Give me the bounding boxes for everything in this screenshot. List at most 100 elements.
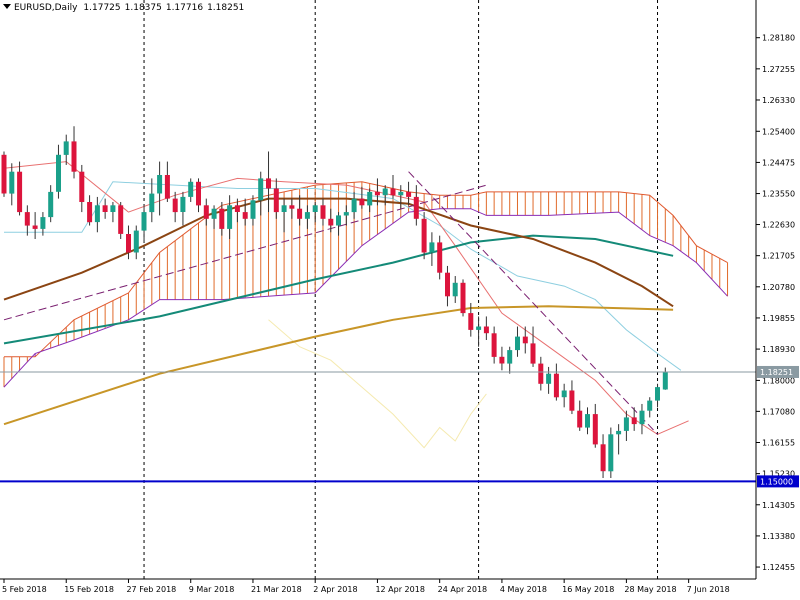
x-tick-label: 16 May 2018 bbox=[562, 585, 614, 594]
candle-body bbox=[336, 215, 341, 226]
candle-body bbox=[141, 212, 147, 231]
candle-body bbox=[180, 196, 186, 212]
candle-body bbox=[172, 198, 178, 213]
candle-body bbox=[499, 356, 505, 364]
chikou-line bbox=[268, 319, 487, 449]
kijun-line bbox=[4, 181, 682, 371]
candle-body bbox=[250, 200, 256, 219]
candle-body bbox=[328, 218, 334, 226]
candle-body bbox=[48, 191, 54, 218]
price-tags: 1.18251 1.15000 bbox=[757, 365, 799, 488]
candle-body bbox=[188, 181, 194, 197]
y-tick-label: 1.21705 bbox=[762, 252, 795, 261]
y-tick-label: 1.12455 bbox=[762, 563, 795, 572]
candle-body bbox=[374, 191, 380, 196]
candle-body bbox=[227, 205, 233, 229]
candles bbox=[1, 126, 668, 479]
current-price-tag-bg bbox=[757, 365, 799, 378]
candle-body bbox=[149, 193, 155, 213]
candle-body bbox=[429, 242, 435, 253]
grid-separators bbox=[143, 0, 659, 579]
candle-body bbox=[164, 175, 170, 199]
candle-body bbox=[203, 205, 209, 219]
open-value: 1.17725 bbox=[83, 3, 121, 13]
candle-body bbox=[312, 205, 318, 212]
y-tick-label: 1.15230 bbox=[762, 470, 795, 479]
horizontal-lines bbox=[0, 371, 756, 483]
candle-body bbox=[639, 410, 645, 425]
candle-body bbox=[382, 188, 388, 196]
level-price-tag-bg bbox=[757, 475, 799, 488]
candle-body bbox=[289, 205, 295, 209]
candle-body bbox=[87, 202, 93, 223]
high-value: 1.18375 bbox=[124, 3, 162, 13]
y-tick-label: 1.19855 bbox=[762, 314, 795, 323]
candle-body bbox=[631, 417, 637, 425]
candle-body bbox=[219, 208, 225, 229]
candle-body bbox=[281, 205, 287, 212]
candle-body bbox=[483, 326, 489, 334]
candle-body bbox=[242, 212, 248, 219]
candle-body bbox=[553, 373, 559, 398]
y-tick-label: 1.28180 bbox=[762, 34, 795, 43]
y-tick-label: 1.20780 bbox=[762, 283, 795, 292]
close-value: 1.18251 bbox=[207, 3, 245, 13]
candle-body bbox=[9, 171, 15, 194]
candle-body bbox=[445, 272, 450, 297]
candle-body bbox=[24, 212, 30, 226]
symbol-label: EURUSD,Daily bbox=[14, 3, 78, 13]
candle-body bbox=[234, 205, 240, 212]
y-tick-label: 1.18930 bbox=[762, 345, 795, 354]
candle-body bbox=[126, 234, 131, 253]
candle-body bbox=[71, 141, 77, 172]
cloud-span-a bbox=[4, 181, 728, 358]
candle-body bbox=[110, 205, 116, 212]
x-tick-label: 4 May 2018 bbox=[500, 585, 547, 594]
level-price-tag: 1.15000 bbox=[760, 477, 793, 486]
candle-body bbox=[437, 242, 443, 273]
candle-body bbox=[608, 434, 614, 472]
candle-body bbox=[17, 171, 23, 213]
candle-body bbox=[452, 282, 458, 297]
candle-body bbox=[538, 363, 544, 384]
candle-body bbox=[320, 205, 326, 219]
candle-body bbox=[561, 390, 567, 398]
candle-body bbox=[546, 373, 552, 384]
cloud-span-b bbox=[3, 208, 728, 388]
ma-long-line bbox=[3, 305, 674, 426]
x-tick-label: 21 Mar 2018 bbox=[251, 585, 302, 594]
candle-body bbox=[297, 208, 303, 219]
trend-line bbox=[408, 171, 658, 435]
candle-body bbox=[623, 417, 629, 431]
y-tick-label: 1.24475 bbox=[762, 158, 795, 167]
candle-body bbox=[94, 205, 100, 223]
candle-body bbox=[647, 400, 653, 411]
candle-body bbox=[585, 414, 590, 428]
y-tick-label: 1.16155 bbox=[762, 438, 795, 447]
candle-body bbox=[600, 444, 606, 472]
candle-body bbox=[196, 181, 201, 206]
candle-body bbox=[421, 218, 427, 253]
candle-body bbox=[530, 343, 536, 364]
candle-body bbox=[1, 154, 7, 194]
candle-body bbox=[413, 196, 419, 219]
y-tick-label: 1.27255 bbox=[762, 65, 795, 74]
candle-body bbox=[304, 212, 310, 219]
x-tick-label: 27 Feb 2018 bbox=[126, 585, 176, 594]
x-tick-label: 15 Feb 2018 bbox=[64, 585, 114, 594]
candle-body bbox=[157, 175, 163, 194]
plot-area bbox=[0, 0, 756, 579]
y-tick-label: 1.23550 bbox=[762, 190, 795, 199]
current-price-tag: 1.18251 bbox=[760, 368, 793, 377]
y-tick-label: 1.18000 bbox=[762, 376, 795, 385]
candle-body bbox=[662, 372, 668, 390]
candle-body bbox=[655, 387, 660, 401]
candle-body bbox=[491, 333, 497, 357]
chevron-down-icon[interactable] bbox=[3, 4, 11, 9]
candle-body bbox=[56, 154, 61, 192]
y-axis: 1.28180 1.27255 1.26330 1.25400 1.24475 1.235… bbox=[755, 0, 795, 579]
candle-body bbox=[133, 230, 139, 253]
x-tick-label: 9 Mar 2018 bbox=[189, 585, 235, 594]
low-value: 1.17716 bbox=[165, 3, 204, 13]
